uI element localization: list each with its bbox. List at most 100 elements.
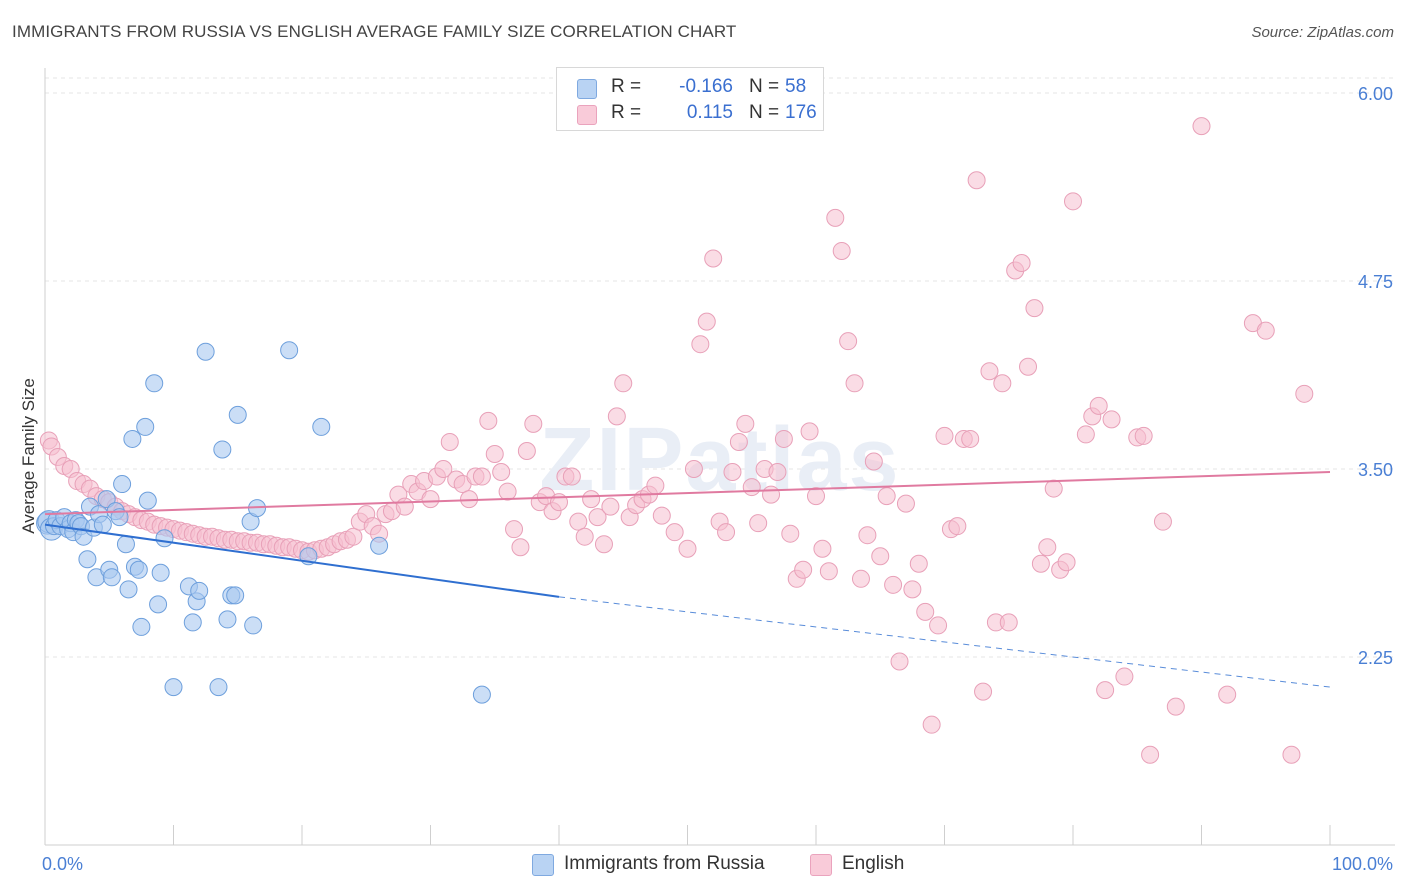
data-point-english	[652, 506, 671, 525]
legend-n-label: N =	[749, 102, 780, 123]
data-point-russia	[138, 491, 157, 510]
bottom-legend-swatch-russia	[532, 854, 554, 876]
data-point-english	[749, 514, 768, 533]
data-point-russia	[196, 342, 215, 361]
data-point-english	[729, 432, 748, 451]
data-point-english	[614, 374, 633, 393]
data-point-english	[800, 422, 819, 441]
trend-line-russia	[44, 523, 560, 598]
data-point-russia	[312, 417, 331, 436]
data-point-english	[961, 429, 980, 448]
legend-r-label: R =	[611, 76, 642, 97]
data-point-english	[569, 512, 588, 531]
data-point-english	[678, 539, 697, 558]
data-point-english	[768, 463, 787, 482]
data-point-english	[479, 411, 498, 430]
data-point-english	[684, 460, 703, 479]
axes	[44, 68, 1395, 846]
data-point-english	[1076, 425, 1095, 444]
chart-source: Source: ZipAtlas.com	[1251, 24, 1394, 41]
data-point-english	[935, 426, 954, 445]
watermark: ZIPatlas	[539, 410, 900, 510]
data-point-russia	[119, 580, 138, 599]
bottom-legend-label-english: English	[842, 853, 905, 874]
chart-title: IMMIGRANTS FROM RUSSIA VS ENGLISH AVERAG…	[12, 22, 737, 41]
data-point-russia	[280, 341, 299, 360]
data-point-english	[665, 523, 684, 542]
data-point-english	[524, 414, 543, 433]
data-point-english	[929, 616, 948, 635]
data-point-english	[832, 241, 851, 260]
data-point-english	[562, 467, 581, 486]
data-point-english	[948, 517, 967, 536]
data-point-english	[1057, 553, 1076, 572]
data-point-english	[742, 478, 761, 497]
data-point-english	[505, 520, 524, 539]
data-point-english	[1025, 299, 1044, 318]
data-point-english	[794, 560, 813, 579]
data-point-english	[1256, 321, 1275, 340]
data-point-english	[774, 429, 793, 448]
data-point-russia	[113, 475, 132, 494]
data-point-russia	[149, 595, 168, 614]
y-tick-label: 6.00	[1358, 84, 1393, 104]
data-point-english	[909, 554, 928, 573]
data-point-english	[993, 374, 1012, 393]
x-tick-labels: 0.0% 100.0%	[42, 854, 1393, 874]
data-point-russia	[123, 429, 142, 448]
data-point-english	[884, 575, 903, 594]
data-point-russia	[244, 616, 263, 635]
data-point-english	[999, 613, 1018, 632]
data-point-russia	[132, 617, 151, 636]
x-tick-label: 100.0%	[1332, 854, 1393, 874]
data-point-english	[1064, 192, 1082, 211]
data-point-english	[511, 538, 530, 557]
data-point-russia	[226, 586, 245, 605]
y-tick-label: 3.50	[1358, 460, 1393, 480]
data-point-english	[851, 569, 870, 588]
legend-n-value: 58	[785, 76, 807, 97]
data-point-english	[498, 482, 517, 501]
trend-line-english	[44, 471, 1331, 516]
data-point-english	[1044, 479, 1063, 498]
data-point-russia	[190, 581, 209, 600]
data-point-english	[839, 332, 858, 351]
data-point-english	[922, 715, 941, 734]
english-points	[39, 117, 1314, 764]
data-point-english	[762, 485, 781, 504]
data-point-russia	[78, 550, 97, 569]
data-point-english	[1089, 396, 1108, 415]
data-point-russia	[116, 535, 135, 554]
data-point-russia	[472, 685, 491, 704]
data-point-english	[492, 463, 511, 482]
data-point-english	[723, 463, 742, 482]
data-point-english	[594, 535, 613, 554]
data-point-english	[607, 407, 626, 426]
data-point-english	[1218, 685, 1237, 704]
data-point-russia	[183, 613, 202, 632]
data-point-english	[434, 460, 453, 479]
data-point-english	[877, 487, 896, 506]
legend-n-value: 176	[785, 102, 817, 123]
data-point-english	[896, 494, 915, 513]
data-point-russia	[97, 490, 116, 509]
legend-r-label: R =	[611, 102, 642, 123]
legend-r-value: 0.115	[686, 102, 733, 123]
data-point-english	[845, 374, 864, 393]
data-point-english	[974, 682, 993, 701]
data-point-english	[903, 580, 922, 599]
data-point-english	[485, 444, 504, 463]
data-point-english	[1141, 745, 1160, 764]
data-point-english	[1031, 554, 1050, 573]
data-point-russia	[136, 417, 155, 436]
data-point-english	[691, 335, 710, 354]
data-point-russia	[145, 374, 164, 393]
data-point-english	[344, 527, 363, 546]
data-point-russia	[209, 678, 228, 697]
data-point-english	[1019, 357, 1038, 376]
russia-points	[36, 341, 491, 704]
bottom-legend-swatch-english	[810, 854, 832, 876]
y-axis-label: Average Family Size	[19, 378, 38, 534]
data-point-english	[697, 312, 716, 331]
